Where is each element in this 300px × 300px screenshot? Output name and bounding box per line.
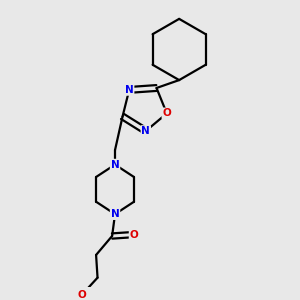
Text: N: N: [125, 85, 134, 95]
Text: O: O: [162, 108, 171, 118]
Text: O: O: [130, 230, 138, 239]
Text: N: N: [111, 209, 119, 219]
Text: O: O: [77, 290, 86, 300]
Text: N: N: [141, 126, 150, 136]
Text: N: N: [111, 160, 119, 170]
